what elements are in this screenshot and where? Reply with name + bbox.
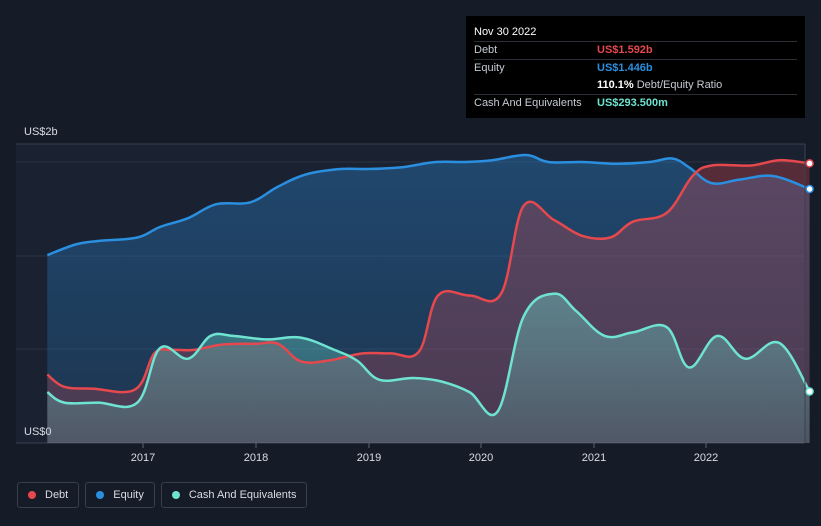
x-tick-label: 2022 xyxy=(694,452,718,464)
tooltip-equity-row: Equity US$1.446b xyxy=(474,59,797,77)
chart-legend: Debt Equity Cash And Equivalents xyxy=(17,482,308,510)
chart-tooltip: Nov 30 2022 Debt US$1.592b Equity US$1.4… xyxy=(466,16,805,118)
tooltip-cash-row: Cash And Equivalents US$293.500m xyxy=(474,94,797,112)
cash-end-point xyxy=(805,387,814,396)
x-tick-label: 2021 xyxy=(582,452,606,464)
debt-end-point xyxy=(805,159,814,168)
legend-debt[interactable]: Debt xyxy=(17,482,80,508)
legend-debt-dot-icon xyxy=(28,491,36,499)
legend-debt-label: Debt xyxy=(45,489,69,501)
tooltip-ratio-value: 110.1% xyxy=(597,79,634,91)
equity-line xyxy=(46,153,811,257)
tooltip-debt-row: Debt US$1.592b xyxy=(474,41,797,59)
tooltip-debt-label: Debt xyxy=(474,44,498,56)
x-tick-label: 2019 xyxy=(357,452,381,464)
debt-line xyxy=(46,158,810,394)
tooltip-cash-label: Cash And Equivalents xyxy=(474,97,582,109)
tooltip-debt-value: US$1.592b xyxy=(597,44,653,56)
legend-cash[interactable]: Cash And Equivalents xyxy=(160,482,308,508)
tooltip-cash-value: US$293.500m xyxy=(597,97,668,109)
cash-line xyxy=(46,292,811,417)
tooltip-equity-label: Equity xyxy=(474,62,505,74)
legend-equity-label: Equity xyxy=(113,489,144,501)
legend-cash-label: Cash And Equivalents xyxy=(188,489,297,501)
legend-equity-dot-icon xyxy=(96,491,105,499)
legend-equity[interactable]: Equity xyxy=(85,482,155,508)
tooltip-equity-value: US$1.446b xyxy=(597,62,653,74)
equity-end-point xyxy=(805,184,814,194)
x-tick-label: 2018 xyxy=(244,452,268,464)
x-tick-label: 2017 xyxy=(131,452,155,464)
tooltip-date: Nov 30 2022 xyxy=(474,26,537,38)
x-tick-label: 2020 xyxy=(469,452,493,464)
tooltip-ratio-label: Debt/Equity Ratio xyxy=(636,79,723,91)
y-axis-bottom-label: US$0 xyxy=(24,426,52,438)
cash-area xyxy=(47,293,810,443)
tooltip-ratio-row: 110.1% Debt/Equity Ratio xyxy=(474,77,797,94)
y-axis-top-label: US$2b xyxy=(24,126,58,138)
legend-cash-dot-icon xyxy=(171,491,180,499)
